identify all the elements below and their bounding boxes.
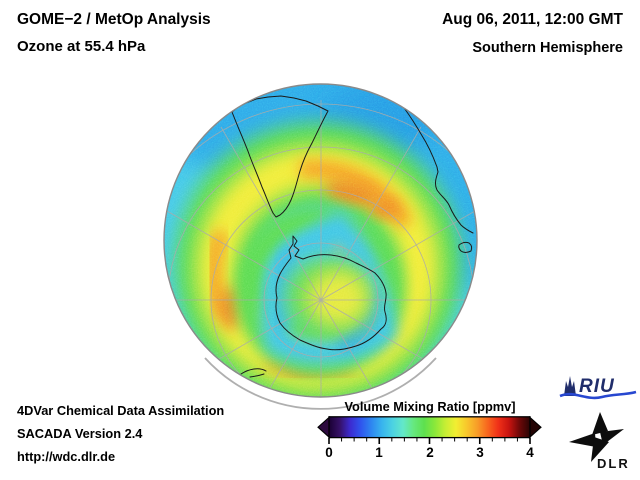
- meridian-lines: [164, 100, 477, 397]
- coastline-south-america: [231, 95, 329, 218]
- dlr-logo-text: DLR: [597, 456, 630, 471]
- riu-wave-icon: [559, 390, 637, 400]
- colorbar-left-arrow: [317, 416, 331, 439]
- colorbar-gradient-bar: [328, 416, 531, 439]
- colorbar-tick-label: 0: [325, 445, 333, 460]
- colorbar-tick-label: 4: [526, 445, 534, 460]
- riu-logo-text: RIU: [579, 376, 615, 397]
- colorbar-ticks: [328, 438, 531, 444]
- riu-logo: RIU: [559, 376, 637, 400]
- coastline-antarctica: [275, 235, 387, 351]
- colorbar-title: Volume Mixing Ratio [ppmv]: [344, 399, 516, 414]
- dither-grain-overlay: [164, 84, 477, 397]
- colorbar-tick-label: 1: [375, 445, 383, 460]
- colorbar-tick-label: 2: [426, 445, 434, 460]
- coastline-new-zealand: [240, 368, 267, 378]
- plot-datetime: Aug 06, 2011, 12:00 GMT: [442, 11, 623, 28]
- plot-title: GOME−2 / MetOp Analysis: [17, 11, 211, 28]
- plot-region: Southern Hemisphere: [472, 40, 623, 56]
- colorbar-tick-label: 3: [476, 445, 484, 460]
- colorbar: [317, 416, 542, 444]
- footer-url: http://wdc.dlr.de: [17, 449, 116, 464]
- plot-subtitle-level: Ozone at 55.4 hPa: [17, 38, 146, 55]
- graticule: [164, 100, 477, 397]
- dlr-logo: DLR: [569, 412, 630, 471]
- footer-method: 4DVar Chemical Data Assimilation: [17, 403, 225, 418]
- footer-version: SACADA Version 2.4: [17, 426, 143, 441]
- globe-limb: [163, 83, 478, 398]
- colorbar-right-arrow: [528, 416, 542, 439]
- dlr-star-icon: [569, 412, 624, 462]
- globe-limb-shadow: [204, 357, 437, 410]
- coastline-tasmania: [458, 241, 473, 253]
- coastline-right-limb: [397, 99, 474, 234]
- riu-cathedral-icon: [564, 376, 576, 396]
- ozone-field: [164, 84, 477, 397]
